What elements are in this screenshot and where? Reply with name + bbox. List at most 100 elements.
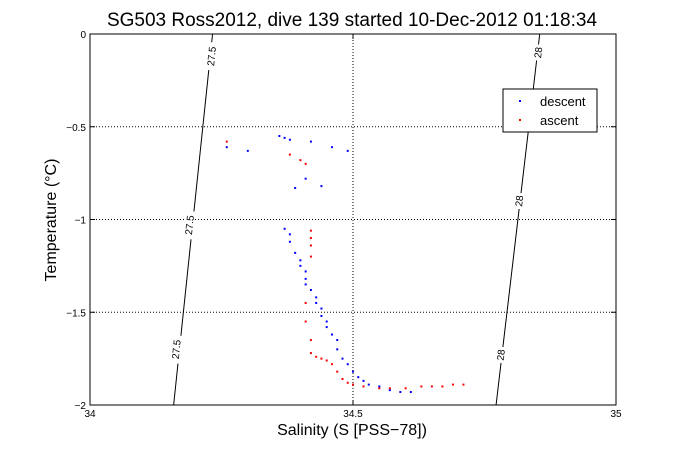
contour-label-bg xyxy=(169,334,183,364)
descent-point xyxy=(367,383,370,386)
descent-point xyxy=(388,389,391,392)
contour-label: 27.5 xyxy=(171,339,184,360)
descent-point xyxy=(336,339,339,342)
y-axis-label: Temperature (°C) xyxy=(43,159,60,282)
descent-point xyxy=(362,379,365,382)
ascent-point xyxy=(441,385,444,388)
descent-point xyxy=(325,326,328,329)
contour-label: 28 xyxy=(514,194,526,207)
descent-point xyxy=(294,251,297,254)
descent-point xyxy=(325,320,328,323)
contour-label: 28 xyxy=(496,348,508,361)
y-tick-label: −2 xyxy=(75,401,87,412)
x-tick-label: 34 xyxy=(84,409,96,420)
descent-point xyxy=(309,140,312,143)
descent-point xyxy=(299,264,302,267)
ascent-point xyxy=(309,237,312,240)
legend: descent ascent xyxy=(502,88,598,133)
ascent-point xyxy=(430,385,433,388)
ascent-point xyxy=(451,383,454,386)
ascent-point xyxy=(362,385,365,388)
ascent-point xyxy=(352,383,354,386)
descent-point xyxy=(315,301,318,304)
descent-point xyxy=(346,149,349,152)
ascent-point xyxy=(309,229,312,232)
data-points xyxy=(225,135,465,394)
contour-label: 27.5 xyxy=(206,46,219,67)
descent-point xyxy=(352,370,354,373)
descent-point xyxy=(357,376,360,379)
contour-label-bg xyxy=(532,44,545,62)
ascent-point xyxy=(462,383,465,386)
descent-point xyxy=(320,185,323,188)
descent-point xyxy=(283,227,286,230)
contour-label-bg xyxy=(494,346,507,364)
descent-point xyxy=(288,138,291,141)
descent-point xyxy=(304,277,307,280)
descent-point xyxy=(320,314,323,317)
ascent-point xyxy=(288,153,291,156)
x-tick-label: 35 xyxy=(610,409,622,420)
ascent-point xyxy=(315,355,318,358)
ascent-point xyxy=(309,339,312,342)
legend-box xyxy=(502,88,598,133)
descent-point xyxy=(246,149,249,152)
ascent-point xyxy=(336,370,339,373)
descent-point xyxy=(399,391,402,394)
ascent-point xyxy=(346,381,349,384)
descent-point xyxy=(409,391,412,394)
descent-point xyxy=(304,270,307,273)
y-tick-label: −0.5 xyxy=(66,123,86,134)
ascent-point xyxy=(225,140,228,143)
chart-title: SG503 Ross2012, dive 139 started 10-Dec-… xyxy=(107,10,598,31)
ascent-point xyxy=(341,378,344,381)
y-tick-label: 0 xyxy=(80,30,86,41)
contour-label: 28 xyxy=(533,46,545,59)
contour-label-bg xyxy=(513,192,526,210)
descent-point xyxy=(288,240,291,243)
legend-marker-ascent xyxy=(519,119,521,121)
descent-point xyxy=(294,186,297,189)
descent-point xyxy=(315,296,318,299)
ascent-point xyxy=(420,385,423,388)
y-tick-label: −1 xyxy=(75,216,87,227)
ascent-point xyxy=(309,255,312,258)
ascent-point xyxy=(309,244,312,247)
ascent-point xyxy=(325,359,328,362)
descent-point xyxy=(283,136,286,139)
contour-label: 27.5 xyxy=(184,214,197,235)
ascent-point xyxy=(304,320,307,323)
legend-marker-descent xyxy=(519,100,521,102)
ascent-point xyxy=(304,301,307,304)
descent-point xyxy=(278,135,281,138)
ascent-point xyxy=(388,387,391,390)
x-axis-label: Salinity (S [PSS−78]) xyxy=(277,422,427,439)
legend-label-ascent: ascent xyxy=(540,113,579,128)
descent-point xyxy=(288,233,291,236)
contour-label-bg xyxy=(205,41,218,71)
descent-point xyxy=(225,146,228,149)
descent-point xyxy=(320,307,323,310)
descent-point xyxy=(346,363,349,366)
ascent-point xyxy=(320,357,323,360)
axis-ticks: 34 34.5 35 0 −0.5 −1 −1.5 −2 xyxy=(66,30,622,420)
descent-point xyxy=(304,283,307,286)
x-tick-label: 34.5 xyxy=(343,409,363,420)
descent-point xyxy=(341,357,344,360)
ascent-point xyxy=(299,159,302,162)
descent-point xyxy=(330,333,333,336)
legend-label-descent: descent xyxy=(540,94,586,109)
descent-point xyxy=(299,259,302,262)
descent-point xyxy=(330,146,333,149)
ascent-point xyxy=(378,387,381,390)
ascent-point xyxy=(404,387,407,390)
ascent-point xyxy=(330,363,333,366)
ascent-point xyxy=(304,162,307,165)
y-tick-label: −1.5 xyxy=(66,308,86,319)
descent-point xyxy=(309,288,312,291)
descent-point xyxy=(336,348,339,351)
ascent-point xyxy=(309,352,312,355)
descent-point xyxy=(378,385,381,388)
descent-point xyxy=(304,177,307,180)
